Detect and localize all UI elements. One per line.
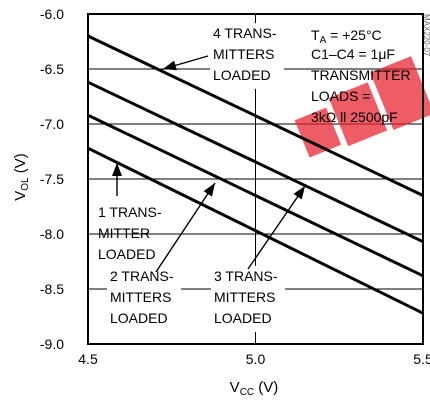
arrow-1-transmitter [112, 163, 122, 196]
annotation-line: MITTERS [110, 289, 171, 305]
annotation-line: 4 TRANS- [213, 25, 277, 41]
annotation-line: 1 TRANS- [98, 204, 162, 220]
y-tick-label: -7.0 [40, 116, 64, 132]
x-tick-labels: 4.5 5.0 5.5 [78, 351, 430, 367]
condition-temperature: TA = +25°C [311, 27, 382, 46]
annotation-line: LOADED [213, 67, 271, 83]
y-tick-label: -8.0 [40, 226, 64, 242]
y-axis-title: VOL (V) [12, 153, 31, 201]
condition-load-line3: 3kΩ ll 2500pF [311, 109, 398, 125]
condition-load-line2: LOADS = [311, 88, 371, 104]
annotation-arrows [112, 55, 306, 273]
y-tick-label: -7.5 [40, 171, 64, 187]
series-line-1 [87, 34, 424, 197]
arrow-2-transmitters [155, 182, 216, 273]
annotation-line: LOADED [98, 246, 156, 262]
arrow-shaft [247, 185, 306, 270]
x-tick-label: 5.5 [413, 351, 430, 367]
watermark-mark [294, 56, 430, 158]
watermark-logo [294, 56, 430, 158]
annotation-line: MITTERS [214, 289, 275, 305]
annotation-line: 3 TRANS- [214, 268, 278, 284]
arrow-head [163, 60, 177, 71]
annotation-line: LOADED [214, 310, 272, 326]
annotation-background [210, 23, 284, 89]
arrow-shaft [155, 182, 216, 273]
annotation-line: 2 TRANS- [110, 268, 174, 284]
series-lines [87, 34, 424, 315]
x-tick-label: 4.5 [78, 351, 98, 367]
watermark-block [328, 82, 388, 147]
y-tick-labels: -6.0 -6.5 -7.0 -7.5 -8.0 -8.5 -9.0 [40, 6, 64, 352]
annotation-background [211, 266, 285, 332]
series-line-3 [87, 113, 424, 278]
annotation-line: MITTER [98, 225, 150, 241]
arrow-3-transmitters [247, 185, 306, 270]
condition-capacitance: C1–C4 = 1μF [311, 46, 395, 62]
y-tick-label: -8.5 [40, 281, 64, 297]
y-tick-label: -6.5 [40, 61, 64, 77]
series-line-4 [87, 146, 424, 315]
y-tick-label: -6.0 [40, 6, 64, 22]
annotation-s1: 1 TRANS- MITTER LOADED [98, 204, 162, 262]
annotation-s2: 2 TRANS- MITTERS LOADED [107, 266, 181, 332]
y-tick-label: -9.0 [40, 336, 64, 352]
arrow-head [293, 186, 305, 200]
annotation-s3: 3 TRANS- MITTERS LOADED [211, 266, 285, 332]
arrow-head [112, 163, 122, 176]
test-conditions: TA = +25°C C1–C4 = 1μF TRANSMITTER LOADS… [311, 27, 411, 125]
x-tick-label: 5.0 [246, 351, 266, 367]
plot-frame [87, 13, 424, 345]
annotation-s4: 4 TRANS- MITTERS LOADED [210, 23, 284, 89]
annotation-labels: 4 TRANS- MITTERS LOADED 1 TRANS- MITTER LOADE… [98, 23, 285, 332]
annotation-background [107, 266, 181, 332]
arrow-head [203, 183, 215, 197]
part-code: MAX220-07 [422, 14, 430, 57]
watermark-block [294, 107, 342, 158]
annotation-line: MITTERS [213, 46, 274, 62]
x-axis-title: VCC (V) [230, 379, 279, 398]
condition-load-line1: TRANSMITTER [311, 67, 411, 83]
annotation-line: LOADED [110, 310, 168, 326]
watermark-block [370, 56, 430, 131]
series-line-2 [87, 80, 424, 244]
arrow-4-transmitters [162, 55, 209, 71]
